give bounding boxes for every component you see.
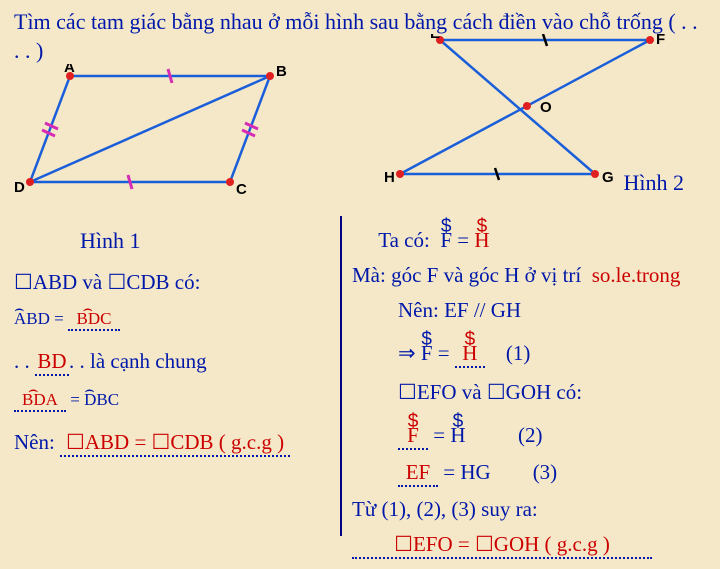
right-line-5: ☐EFO và ☐GOH có: [352, 380, 712, 405]
figure-2: E F G H O [380, 34, 700, 189]
right-column: Ta có: F = H Mà: góc F và góc H ở vị trí… [352, 220, 712, 569]
right-line-7: EF = HG (3) [352, 460, 712, 487]
vertex-h: H [384, 169, 395, 186]
right-line-4: F = H (1) [352, 333, 712, 368]
left-line-3: . . BD. . là cạnh chung [14, 349, 334, 376]
right-line-8: Từ (1), (2), (3) suy ra: [352, 497, 712, 522]
vertex-g: G [602, 169, 614, 186]
figure-2-label: Hình 2 [624, 170, 685, 196]
right-line-1: Ta có: F = H [352, 220, 712, 253]
right-line-3: Nên: EF // GH [352, 298, 712, 323]
vertex-a: A [64, 64, 75, 76]
right-line-2: Mà: góc F và góc H ở vị trí so.le.trong [352, 263, 712, 288]
figures-area: A B C D E F G H O [0, 64, 720, 214]
vertex-o: O [540, 99, 552, 116]
vertex-e: E [430, 34, 440, 42]
right-line-9: ☐EFO = ☐GOH ( g.c.g ) [352, 532, 712, 559]
vertex-d: D [14, 179, 25, 196]
vertex-c: C [236, 181, 247, 198]
right-line-6: F = H (2) [352, 415, 712, 450]
left-line-4: ⌢BDA ⌢ = DBC [14, 390, 334, 412]
left-line-5: Nên: ☐ABD = ☐CDB ( g.c.g ) [14, 430, 334, 457]
column-divider [340, 216, 342, 536]
left-column: ☐ABD và ☐CDB có: ⌢ABD = ⌢BDC . . BD. . l… [14, 270, 334, 467]
left-line-2: ⌢ABD = ⌢BDC [14, 309, 334, 331]
vertex-f: F [656, 34, 665, 48]
figure-1-label: Hình 1 [80, 228, 141, 254]
vertex-b: B [276, 64, 287, 80]
figure-1: A B C D [10, 64, 330, 214]
left-line-1: ☐ABD và ☐CDB có: [14, 270, 334, 295]
